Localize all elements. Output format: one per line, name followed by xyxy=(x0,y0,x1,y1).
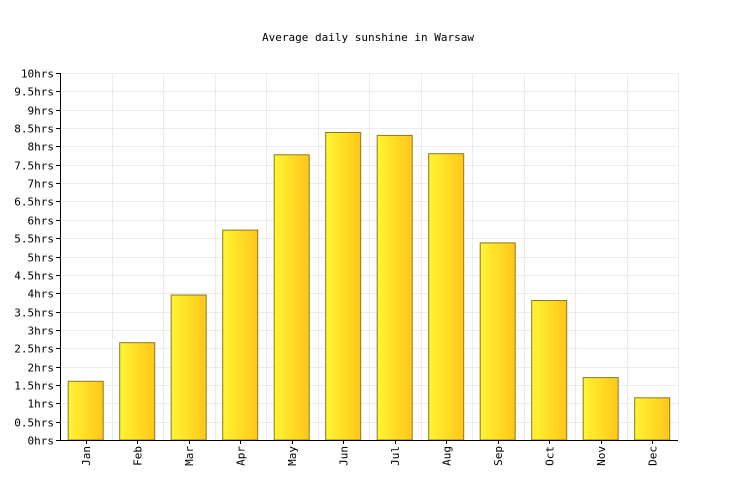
y-tick-label: 5.5hrs xyxy=(14,233,54,246)
y-tick-label: 6hrs xyxy=(28,215,55,228)
bar-dec xyxy=(634,397,671,441)
bars xyxy=(67,132,671,441)
x-tick-label: Aug xyxy=(440,446,453,466)
bar-mar xyxy=(170,294,207,441)
y-tick-label: 2.5hrs xyxy=(14,343,54,356)
y-tick-label: 6.5hrs xyxy=(14,196,54,209)
bar-jan xyxy=(67,380,104,441)
x-tick-label: May xyxy=(286,446,299,466)
x-tick-label: Mar xyxy=(183,446,196,466)
y-tick-label: 7.5hrs xyxy=(14,160,54,173)
y-tick-label: 10hrs xyxy=(21,68,54,81)
y-tick-label: 1.5hrs xyxy=(14,380,54,393)
y-tick-label: 3hrs xyxy=(28,325,55,338)
bar-aug xyxy=(428,153,465,441)
bar-jun xyxy=(325,132,362,441)
bar-nov xyxy=(582,377,619,441)
y-tick-labels: 0hrs 0.5hrs 1hrs 1.5hrs 2hrs 2.5hrs 3hrs 3.5hrs… xyxy=(14,68,54,448)
y-tick-label: 9.5hrs xyxy=(14,86,54,99)
y-tick-label: 7hrs xyxy=(28,178,55,191)
y-tick-label: 4hrs xyxy=(28,288,55,301)
y-tick-label: 5hrs xyxy=(28,252,55,265)
y-tick-label: 9hrs xyxy=(28,105,55,118)
y-tick-label: 3.5hrs xyxy=(14,307,54,320)
chart-title: Average daily sunshine in Warsaw xyxy=(262,31,474,44)
bar-oct xyxy=(531,300,568,441)
x-tick-label: Jun xyxy=(337,446,350,466)
x-tick-labels: Jan Feb Mar Apr May Jun Jul Aug Sep Oct Nov Dec xyxy=(80,446,659,466)
x-tick-label: Feb xyxy=(131,446,144,466)
y-tick-label: 1hrs xyxy=(28,398,55,411)
bar-jul xyxy=(376,134,413,441)
bar-sep xyxy=(479,242,516,441)
axes xyxy=(56,73,678,444)
x-tick-label: Oct xyxy=(543,446,556,466)
bar-apr xyxy=(222,229,259,441)
y-tick-label: 4.5hrs xyxy=(14,270,54,283)
y-tick-label: 2hrs xyxy=(28,362,55,375)
bar-feb xyxy=(119,342,156,441)
y-tick-label: 0.5hrs xyxy=(14,417,54,430)
x-tick-label: Sep xyxy=(492,446,505,466)
x-tick-label: Apr xyxy=(234,446,247,466)
x-tick-label: Nov xyxy=(595,446,608,466)
bar-may xyxy=(273,154,310,441)
y-tick-label: 8hrs xyxy=(28,141,55,154)
grid-lines xyxy=(60,73,679,441)
y-tick-label: 0hrs xyxy=(28,435,55,448)
y-tick-label: 8.5hrs xyxy=(14,123,54,136)
x-tick-label: Jan xyxy=(80,446,93,466)
x-tick-label: Jul xyxy=(389,446,402,466)
x-tick-label: Dec xyxy=(646,446,659,466)
